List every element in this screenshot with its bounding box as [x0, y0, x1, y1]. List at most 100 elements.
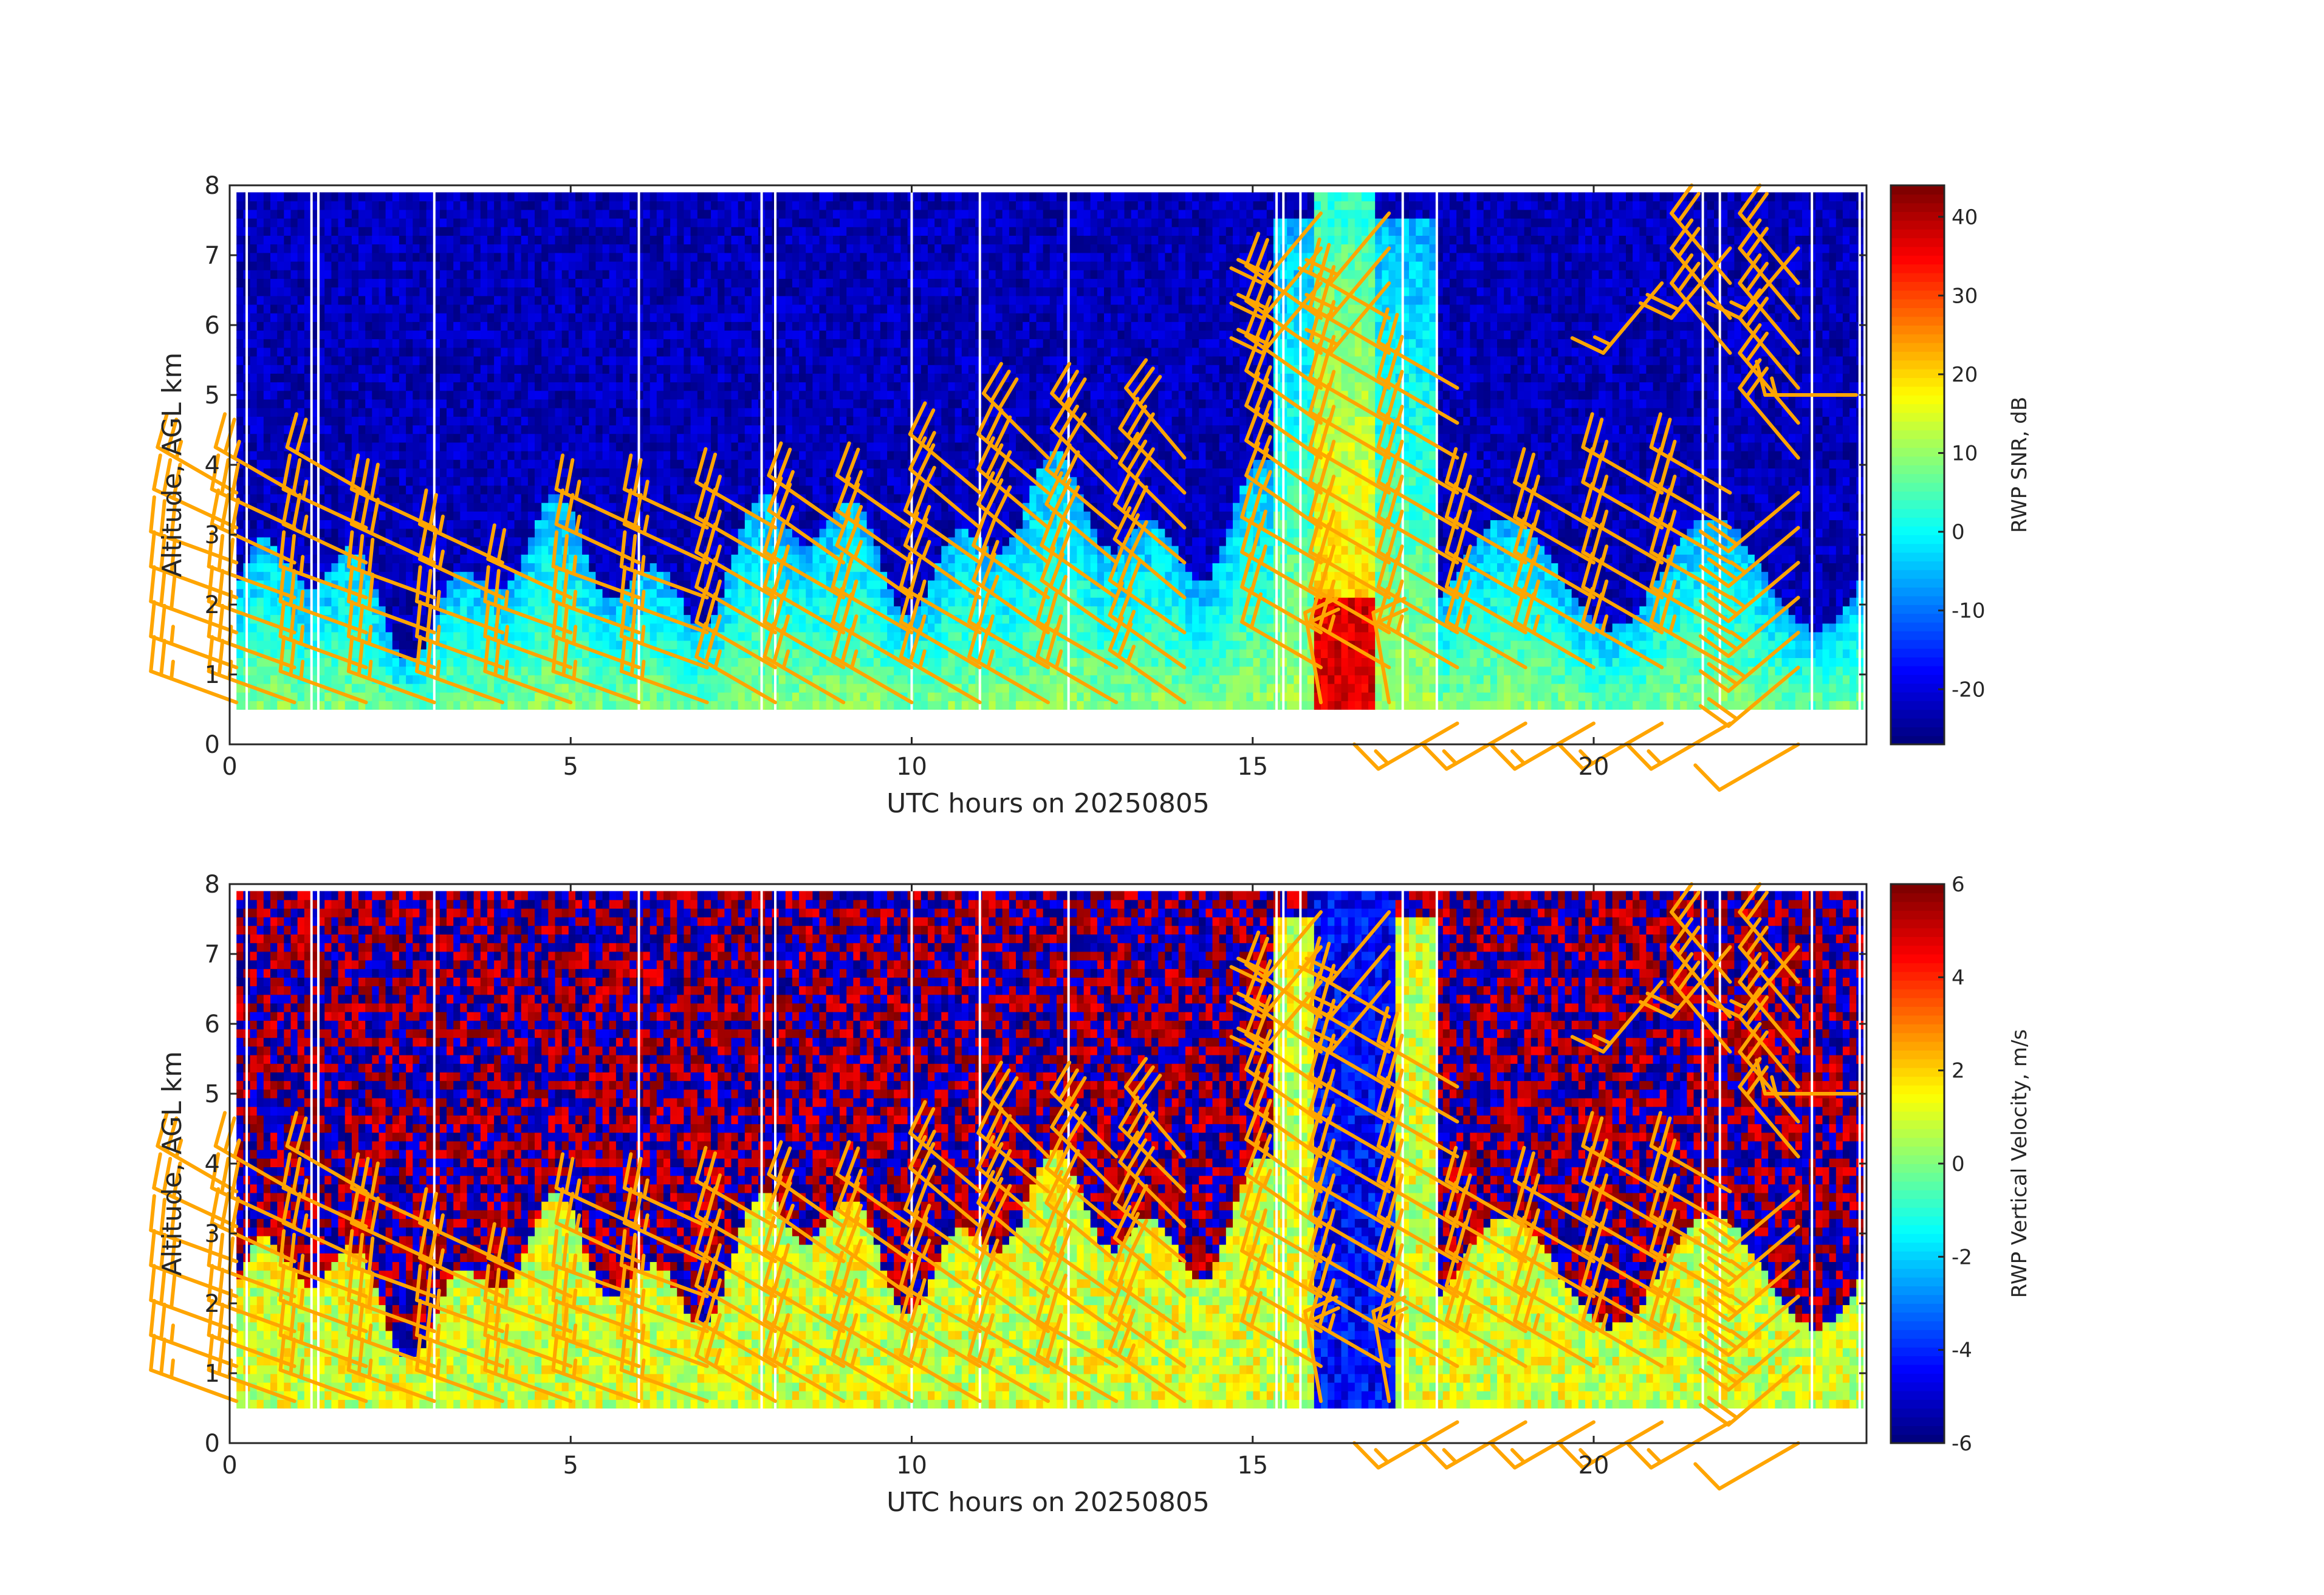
heatmap-cell: [372, 261, 379, 270]
heatmap-cell: [386, 554, 393, 563]
heatmap-cell: [427, 244, 434, 253]
heatmap-cell: [684, 373, 691, 382]
heatmap-cell: [603, 227, 610, 236]
heatmap-cell: [589, 227, 596, 236]
heatmap-cell: [724, 339, 732, 348]
heatmap-cell: [541, 520, 549, 529]
heatmap-cell: [338, 210, 346, 219]
heatmap-cell: [440, 684, 447, 693]
heatmap-cell: [698, 399, 705, 408]
heatmap-cell: [379, 270, 386, 279]
heatmap-cell: [494, 434, 501, 443]
heatmap-cell: [643, 451, 651, 460]
heatmap-cell: [670, 657, 677, 667]
heatmap-cell: [298, 649, 305, 658]
heatmap-cell: [264, 701, 271, 710]
heatmap-cell: [413, 278, 420, 287]
heatmap-cell: [386, 589, 393, 598]
heatmap-cell: [365, 684, 372, 693]
heatmap-cell: [521, 692, 529, 701]
heatmap-cell: [379, 287, 386, 297]
heatmap-cell: [440, 485, 447, 495]
heatmap-cell: [399, 529, 406, 538]
heatmap-cell: [338, 253, 346, 262]
heatmap-cell: [413, 451, 420, 460]
heatmap-cell: [724, 485, 732, 495]
heatmap-cell: [338, 520, 346, 529]
heatmap-cell: [603, 365, 610, 374]
heatmap-cell: [460, 529, 467, 538]
heatmap-cell: [515, 261, 522, 270]
heatmap-cell: [440, 657, 447, 667]
heatmap-cell: [629, 373, 637, 382]
heatmap-cell: [440, 632, 447, 641]
heatmap-cell: [603, 313, 610, 322]
heatmap-cell: [684, 649, 691, 658]
heatmap-cell: [657, 434, 664, 443]
heatmap-cell: [365, 615, 372, 624]
heatmap-cell: [515, 494, 522, 503]
heatmap-cell: [609, 425, 617, 434]
heatmap-cell: [521, 210, 529, 219]
heatmap-cell: [724, 253, 732, 262]
heatmap-cell: [474, 330, 481, 339]
heatmap-cell: [386, 434, 393, 443]
heatmap-cell: [507, 218, 515, 227]
heatmap-cell: [582, 459, 589, 468]
heatmap-cell: [419, 313, 427, 322]
heatmap-cell: [264, 494, 271, 503]
heatmap-cell: [331, 348, 338, 357]
heatmap-cell: [657, 201, 664, 210]
heatmap-cell: [738, 477, 746, 486]
heatmap-cell: [677, 408, 684, 417]
heatmap-cell: [365, 330, 372, 339]
heatmap-cell: [467, 365, 475, 374]
heatmap-cell: [257, 287, 264, 297]
heatmap-cell: [507, 330, 515, 339]
heatmap-cell: [250, 210, 258, 219]
heatmap-cell: [643, 434, 651, 443]
heatmap-cell: [629, 425, 637, 434]
heatmap-cell: [657, 451, 664, 460]
heatmap-cell: [786, 278, 793, 287]
heatmap-cell: [298, 684, 305, 693]
heatmap-cell: [704, 348, 711, 357]
heatmap-cell: [745, 589, 752, 598]
heatmap-cell: [399, 399, 406, 408]
heatmap-cell: [650, 382, 657, 391]
heatmap-cell: [358, 296, 366, 305]
heatmap-cell: [474, 572, 481, 581]
heatmap-cell: [324, 572, 332, 581]
heatmap-cell: [650, 373, 657, 382]
heatmap-cell: [427, 391, 434, 400]
heatmap-cell: [236, 278, 244, 287]
heatmap-cell: [629, 287, 637, 297]
heatmap-cell: [507, 494, 515, 503]
heatmap-cell: [236, 193, 244, 202]
heatmap-cell: [792, 253, 800, 262]
heatmap-cell: [752, 408, 759, 417]
heatmap-cell: [338, 572, 346, 581]
heatmap-cell: [365, 218, 372, 227]
heatmap-cell: [786, 339, 793, 348]
heatmap-cell: [324, 520, 332, 529]
heatmap-cell: [569, 235, 576, 244]
heatmap-cell: [623, 270, 630, 279]
heatmap-cell: [250, 270, 258, 279]
heatmap-cell: [569, 296, 576, 305]
heatmap-cell: [657, 632, 664, 641]
heatmap-cell: [765, 193, 772, 202]
heatmap-cell: [541, 511, 549, 520]
heatmap-cell: [623, 218, 630, 227]
heatmap-cell: [277, 451, 284, 460]
heatmap-cell: [379, 399, 386, 408]
heatmap-cell: [358, 408, 366, 417]
heatmap-cell: [515, 348, 522, 357]
heatmap-cell: [752, 632, 759, 641]
heatmap-cell: [595, 416, 603, 425]
heatmap-cell: [453, 382, 461, 391]
heatmap-cell: [528, 218, 535, 227]
heatmap-cell: [379, 408, 386, 417]
heatmap-cell: [643, 373, 651, 382]
heatmap-cell: [650, 477, 657, 486]
